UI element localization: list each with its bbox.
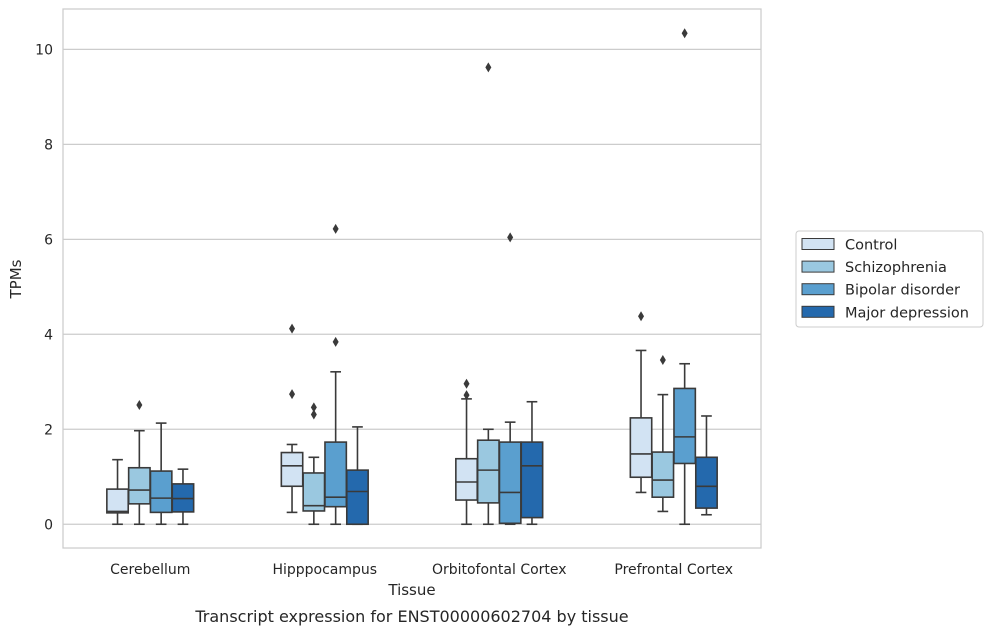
outlier-point (310, 409, 317, 420)
legend-swatch (801, 305, 835, 318)
box-iqr (498, 441, 522, 525)
y-tick-label: 6 (44, 232, 53, 248)
x-axis-label: Tissue (387, 581, 435, 599)
box-group (673, 28, 697, 526)
outlier-point (659, 354, 666, 365)
box-group (629, 311, 653, 494)
x-tick-labels: Cerebellum Hipppocampus Orbitofontal Corte… (110, 562, 733, 578)
x-tick-label: Prefrontal Cortex (614, 562, 733, 578)
y-tick-label: 4 (44, 327, 53, 343)
outlier-point (289, 323, 296, 334)
outlier-point (463, 390, 470, 401)
x-tick-label: Cerebellum (110, 562, 190, 578)
legend-swatch (801, 238, 835, 250)
legend-label: Bipolar disorder (845, 283, 960, 299)
box-iqr (651, 451, 675, 498)
legend-label: Schizophrenia (845, 260, 947, 276)
box-group (694, 415, 718, 516)
y-tick-label: 10 (35, 42, 53, 58)
box-group (106, 458, 130, 526)
outlier-point (136, 400, 143, 411)
chart-caption: Transcript expression for ENST0000060270… (194, 607, 628, 626)
box-group (171, 468, 195, 526)
box-iqr (520, 441, 544, 519)
y-tick-label: 2 (44, 422, 53, 438)
box-iqr (280, 451, 304, 488)
box-iqr (629, 417, 653, 479)
box-group (149, 422, 173, 526)
box-group (455, 378, 479, 526)
box-iqr (673, 387, 697, 465)
outlier-point (638, 311, 645, 322)
outlier-point (463, 378, 470, 389)
y-tick-label: 8 (44, 137, 53, 153)
legend: Control Schizophrenia Bipolar disorder Majo… (795, 230, 984, 328)
outlier-point (681, 28, 688, 39)
x-tick-label: Hipppocampus (272, 562, 377, 578)
box-group (280, 323, 304, 514)
box-group (302, 402, 326, 526)
y-tick-labels: 0 2 4 6 8 10 (35, 42, 53, 533)
box-group (520, 400, 544, 526)
outlier-point (310, 402, 317, 413)
legend-label: Major depression (845, 305, 969, 321)
box-iqr (455, 457, 479, 501)
box-group (651, 354, 675, 513)
y-axis-label: TPMs (7, 259, 25, 299)
y-tick-label: 0 (44, 517, 53, 533)
outlier-point (332, 223, 339, 234)
box-group (345, 426, 369, 526)
box-iqr (149, 470, 173, 514)
box-group (324, 223, 348, 526)
box-iqr (694, 456, 718, 509)
legend-swatch (801, 260, 835, 273)
outlier-point (332, 336, 339, 347)
box-iqr (476, 439, 500, 504)
plot-frame (62, 8, 762, 549)
box-iqr (106, 488, 130, 514)
legend-label: Control (845, 238, 897, 254)
x-tick-label: Orbitofontal Cortex (432, 562, 567, 578)
box-iqr (127, 466, 151, 505)
outlier-point (289, 389, 296, 400)
outlier-point (507, 232, 514, 243)
legend-swatch (801, 283, 835, 296)
outlier-point (485, 62, 492, 73)
box-group (476, 62, 500, 526)
legend-frame (795, 230, 984, 328)
box-groups (106, 28, 718, 526)
box-iqr (345, 469, 369, 526)
